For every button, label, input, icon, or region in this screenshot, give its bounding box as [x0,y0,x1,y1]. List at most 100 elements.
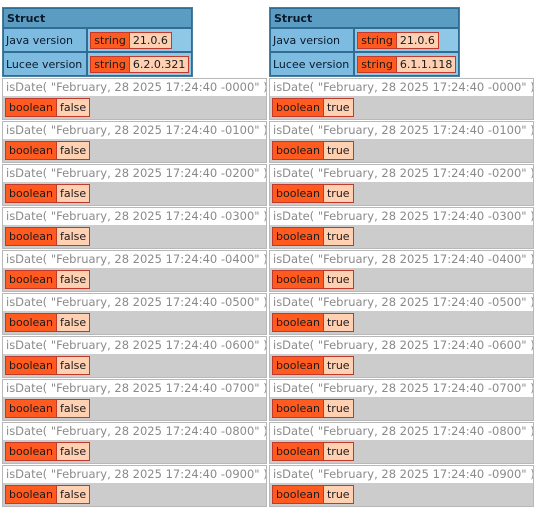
type-label[interactable]: boolean [6,142,57,159]
type-label[interactable]: boolean [273,400,324,417]
test-expression-label[interactable]: isDate( "February, 28 2025 17:24:40 -010… [3,122,266,139]
test-expression-label[interactable]: isDate( "February, 28 2025 17:24:40 -030… [270,208,533,225]
value-text: false [56,400,90,417]
test-result-block: isDate( "February, 28 2025 17:24:40 -050… [2,293,267,335]
type-label[interactable]: boolean [273,228,324,245]
type-label[interactable]: boolean [273,142,324,159]
value-text: 6.2.0.321 [129,56,189,72]
test-result-row: boolean true [270,268,533,291]
struct-key-lucee-version[interactable]: Lucee version [270,52,355,76]
value-text: true [323,185,353,202]
value-text: true [323,99,353,116]
test-result-row: boolean true [270,96,533,119]
test-expression-label[interactable]: isDate( "February, 28 2025 17:24:40 -010… [270,122,533,139]
boolean-value: boolean true [272,399,354,418]
test-expression-label[interactable]: isDate( "February, 28 2025 17:24:40 -040… [3,251,266,268]
test-expression-label[interactable]: isDate( "February, 28 2025 17:24:40 -020… [3,165,266,182]
struct-key-lucee-version[interactable]: Lucee version [3,52,88,76]
boolean-value: boolean true [272,485,354,504]
type-label[interactable]: boolean [6,400,57,417]
dump-column-left: Struct Java version string 21.0.6 Lucee … [2,7,267,507]
test-result-row: boolean false [3,182,266,205]
test-result-row: boolean true [270,225,533,248]
value-text: true [323,228,353,245]
type-label[interactable]: boolean [6,486,57,503]
boolean-value: boolean false [5,356,91,375]
test-expression-label[interactable]: isDate( "February, 28 2025 17:24:40 -060… [3,337,266,354]
boolean-value: boolean false [5,313,91,332]
test-expression-label[interactable]: isDate( "February, 28 2025 17:24:40 -080… [3,423,266,440]
test-result-block: isDate( "February, 28 2025 17:24:40 -000… [2,78,267,120]
value-text: 6.1.1.118 [396,56,456,72]
test-expression-label[interactable]: isDate( "February, 28 2025 17:24:40 -020… [270,165,533,182]
test-result-row: boolean false [3,268,266,291]
string-value: string 21.0.6 [357,31,439,49]
boolean-value: boolean false [5,270,91,289]
test-expression-label[interactable]: isDate( "February, 28 2025 17:24:40 -070… [270,380,533,397]
test-expression-label[interactable]: isDate( "February, 28 2025 17:24:40 -090… [270,466,533,483]
boolean-value: boolean false [5,399,91,418]
test-result-row: boolean true [270,483,533,506]
type-label[interactable]: boolean [6,314,57,331]
type-label[interactable]: string [358,56,397,72]
type-label[interactable]: boolean [273,443,324,460]
test-expression-label[interactable]: isDate( "February, 28 2025 17:24:40 -080… [270,423,533,440]
test-result-block: isDate( "February, 28 2025 17:24:40 -060… [2,336,267,378]
test-expression-label[interactable]: isDate( "February, 28 2025 17:24:40 -000… [3,79,266,96]
boolean-value: boolean false [5,442,91,461]
test-result-block: isDate( "February, 28 2025 17:24:40 -070… [2,379,267,421]
type-label[interactable]: boolean [273,99,324,116]
test-expression-label[interactable]: isDate( "February, 28 2025 17:24:40 -050… [3,294,266,311]
type-label[interactable]: boolean [273,185,324,202]
value-text: false [56,271,90,288]
struct-key-java-version[interactable]: Java version [270,28,355,52]
value-text: false [56,443,90,460]
test-result-row: boolean false [3,311,266,334]
string-value: string 6.1.1.118 [357,55,457,73]
boolean-value: boolean true [272,270,354,289]
type-label[interactable]: boolean [6,271,57,288]
value-text: 21.0.6 [396,32,438,48]
type-label[interactable]: string [91,32,130,48]
test-result-row: boolean false [3,483,266,506]
dump-column-right: Struct Java version string 21.0.6 Lucee … [269,7,534,507]
test-result-row: boolean false [3,139,266,162]
type-label[interactable]: boolean [6,228,57,245]
boolean-value: boolean true [272,356,354,375]
test-expression-label[interactable]: isDate( "February, 28 2025 17:24:40 -090… [3,466,266,483]
test-expression-label[interactable]: isDate( "February, 28 2025 17:24:40 -050… [270,294,533,311]
test-expression-label[interactable]: isDate( "February, 28 2025 17:24:40 -070… [3,380,266,397]
value-text: false [56,228,90,245]
boolean-value: boolean false [5,485,91,504]
type-label[interactable]: string [91,56,130,72]
value-text: false [56,314,90,331]
test-expression-label[interactable]: isDate( "February, 28 2025 17:24:40 -030… [3,208,266,225]
value-text: true [323,357,353,374]
type-label[interactable]: boolean [273,486,324,503]
value-text: true [323,271,353,288]
struct-dump: Struct Java version string 21.0.6 Lucee … [269,7,461,77]
type-label[interactable]: string [358,32,397,48]
test-result-block: isDate( "February, 28 2025 17:24:40 -090… [269,465,534,507]
boolean-value: boolean false [5,98,91,117]
test-result-row: boolean true [270,311,533,334]
value-text: true [323,486,353,503]
struct-header[interactable]: Struct [3,8,193,28]
test-expression-label[interactable]: isDate( "February, 28 2025 17:24:40 -000… [270,79,533,96]
type-label[interactable]: boolean [6,357,57,374]
type-label[interactable]: boolean [273,271,324,288]
struct-header[interactable]: Struct [270,8,460,28]
test-result-block: isDate( "February, 28 2025 17:24:40 -040… [2,250,267,292]
type-label[interactable]: boolean [273,357,324,374]
type-label[interactable]: boolean [6,185,57,202]
test-expression-label[interactable]: isDate( "February, 28 2025 17:24:40 -040… [270,251,533,268]
type-label[interactable]: boolean [6,443,57,460]
struct-key-java-version[interactable]: Java version [3,28,88,52]
boolean-value: boolean true [272,98,354,117]
test-result-block: isDate( "February, 28 2025 17:24:40 -060… [269,336,534,378]
type-label[interactable]: boolean [273,314,324,331]
type-label[interactable]: boolean [6,99,57,116]
test-result-block: isDate( "February, 28 2025 17:24:40 -090… [2,465,267,507]
test-expression-label[interactable]: isDate( "February, 28 2025 17:24:40 -060… [270,337,533,354]
test-result-block: isDate( "February, 28 2025 17:24:40 -080… [2,422,267,464]
